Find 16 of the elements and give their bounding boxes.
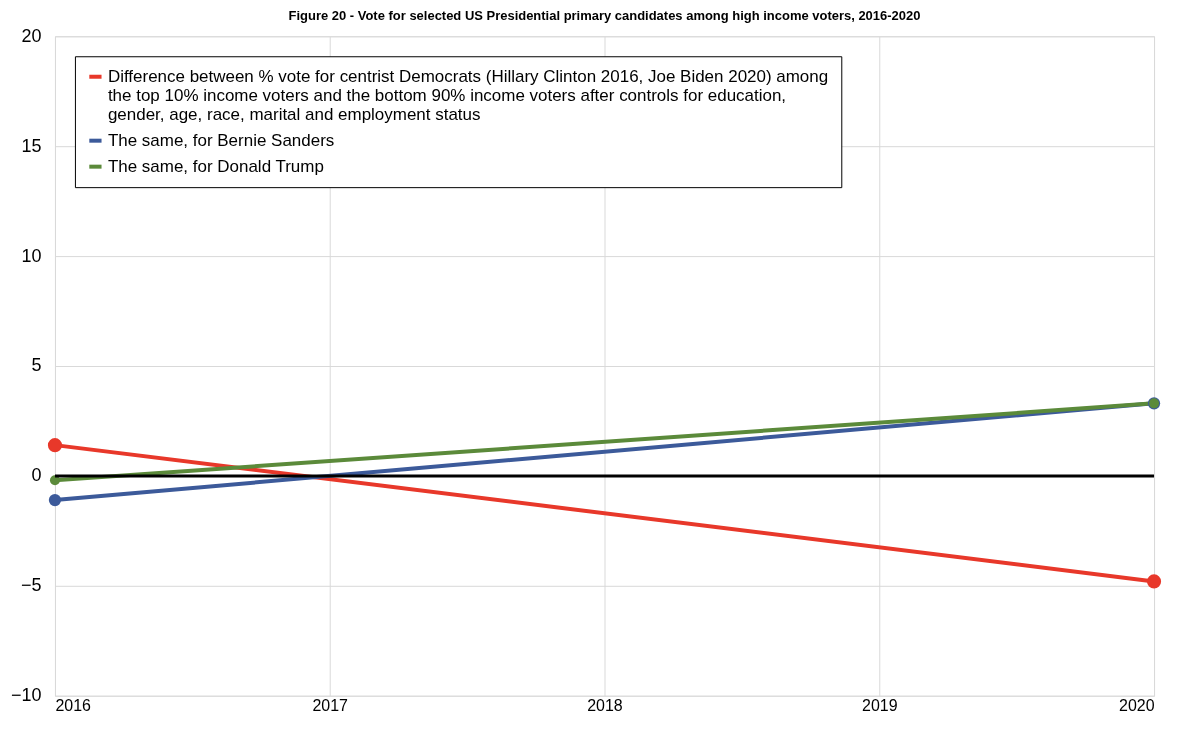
- y-tick-label: 0: [31, 465, 42, 486]
- y-tick-label: 5: [31, 355, 42, 376]
- x-tick-label: 2018: [587, 697, 623, 715]
- y-tick-label: 10: [21, 245, 42, 266]
- x-tick-label: 2017: [312, 697, 349, 715]
- y-tick-label: −5: [20, 575, 42, 596]
- y-tick-label: 15: [21, 135, 42, 156]
- y-tick-label: −10: [10, 685, 42, 706]
- legend-label: The same, for Bernie Sanders: [107, 130, 335, 150]
- legend-label: Difference between % vote for centrist Democrats (Hillary Clinton 2016, Joe Biden 2020) among the top 10% income voters and the bottom 90% income voters after controls for education, gender, age, race, marital and employment status: [107, 66, 829, 124]
- x-tick-label: 2019: [862, 697, 898, 715]
- chart-title: Figure 20 - Vote for selected US Presidential primary candidates among high income voters, 2016-2020: [288, 8, 921, 24]
- y-tick-label: 20: [21, 25, 42, 46]
- legend-label: The same, for Donald Trump: [107, 156, 324, 176]
- x-tick-label: 2016: [55, 697, 92, 715]
- x-tick-label: 2020: [1119, 697, 1155, 715]
